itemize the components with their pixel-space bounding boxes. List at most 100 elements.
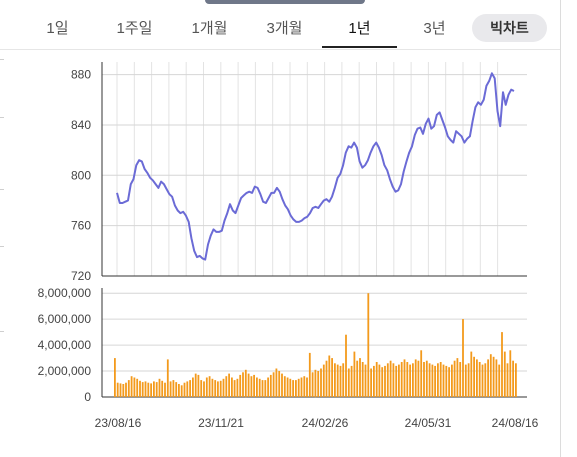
- volume-bar: [325, 360, 328, 397]
- volume-bar: [406, 362, 409, 397]
- volume-bar: [205, 377, 208, 397]
- panel-edge: [560, 0, 561, 457]
- volume-bar: [286, 377, 289, 397]
- price-y-tick-label: 800: [71, 168, 91, 182]
- volume-bar: [214, 380, 217, 397]
- volume-bar: [334, 363, 336, 397]
- volume-bar: [189, 380, 191, 397]
- volume-y-tick-label: 8,000,000: [38, 286, 92, 300]
- tab-1day[interactable]: 1일: [46, 20, 69, 37]
- volume-bar: [233, 380, 236, 397]
- volume-bar: [412, 363, 414, 397]
- volume-bar: [222, 378, 225, 397]
- volume-bar: [373, 365, 375, 397]
- volume-bar: [515, 363, 517, 397]
- volume-bar: [275, 368, 278, 397]
- volume-bar: [219, 380, 222, 397]
- volume-y-tick-label: 6,000,000: [38, 312, 92, 326]
- volume-bar: [331, 358, 333, 397]
- volume-bar: [403, 359, 406, 397]
- volume-bar: [378, 364, 381, 397]
- tab-1week[interactable]: 1주일: [116, 20, 153, 37]
- volume-bar: [155, 382, 158, 397]
- volume-bar: [147, 382, 150, 397]
- volume-bar: [203, 381, 205, 397]
- volume-bar: [473, 356, 475, 397]
- volume-bar: [320, 368, 322, 397]
- volume-bar: [239, 374, 242, 397]
- volume-bar: [300, 377, 303, 397]
- volume-bar: [509, 350, 512, 397]
- x-axis-date-label: 23/11/21: [198, 416, 244, 430]
- volume-bar: [451, 364, 453, 397]
- volume-bar: [409, 364, 411, 397]
- volume-bar: [122, 384, 125, 397]
- volume-bar: [264, 380, 267, 397]
- big-chart-button[interactable]: 빅차트: [472, 14, 547, 42]
- volume-bar: [386, 363, 389, 397]
- volume-bar: [400, 362, 403, 397]
- volume-bar: [278, 371, 281, 397]
- volume-bar: [420, 350, 423, 397]
- volume-bar: [127, 380, 130, 397]
- price-y-tick-label: 840: [71, 118, 91, 132]
- volume-bar: [328, 355, 331, 397]
- price-line: [116, 72, 515, 261]
- volume-bar: [139, 380, 141, 397]
- volume-bar: [381, 367, 384, 397]
- volume-bar: [481, 364, 484, 397]
- x-axis-date-label: 24/05/31: [405, 416, 452, 430]
- volume-bar: [370, 368, 372, 397]
- period-tabs: 1일 1주일 1개월 3개월 1년 3년: [0, 12, 560, 48]
- volume-bar: [119, 383, 122, 397]
- volume-bar: [272, 372, 275, 397]
- volume-bar: [261, 380, 264, 397]
- volume-bar: [503, 351, 506, 397]
- volume-bar: [389, 360, 392, 397]
- volume-bar: [356, 360, 359, 397]
- tab-1year[interactable]: 1년: [348, 20, 371, 37]
- volume-bar: [281, 373, 283, 397]
- volume-bar: [175, 382, 178, 397]
- volume-bar: [470, 351, 473, 397]
- volume-bar: [297, 378, 300, 397]
- volume-bar: [183, 382, 186, 397]
- volume-bar: [144, 381, 147, 397]
- tab-1month[interactable]: 1개월: [191, 20, 228, 37]
- volume-bar: [166, 359, 169, 397]
- volume-bar: [247, 373, 250, 397]
- volume-bar: [487, 359, 489, 397]
- volume-bar: [200, 380, 203, 397]
- volume-bar: [359, 358, 361, 397]
- volume-bar: [125, 382, 127, 397]
- volume-bar: [158, 378, 161, 397]
- tab-3month[interactable]: 3개월: [266, 20, 303, 37]
- volume-bar: [476, 359, 478, 397]
- edge-tick: [0, 189, 4, 190]
- volume-bar: [172, 380, 175, 397]
- volume-bar: [350, 365, 353, 397]
- volume-bar: [467, 363, 470, 397]
- volume-bar: [308, 352, 311, 397]
- volume-bar: [231, 377, 233, 397]
- volume-bar: [295, 380, 297, 397]
- price-y-tick-label: 720: [71, 269, 91, 283]
- volume-bar: [428, 363, 431, 397]
- header-divider: [0, 49, 560, 50]
- volume-bar: [169, 381, 172, 397]
- edge-tick: [0, 246, 4, 247]
- volume-bar: [225, 376, 228, 397]
- edge-tick: [0, 59, 4, 60]
- volume-bar: [417, 360, 420, 397]
- volume-bar: [434, 365, 436, 397]
- volume-bar: [208, 376, 211, 397]
- volume-bar: [267, 377, 269, 397]
- volume-bar: [375, 362, 378, 397]
- volume-bar: [292, 380, 294, 397]
- volume-bar: [456, 358, 459, 397]
- volume-bar: [453, 360, 456, 397]
- volume-bar: [192, 377, 194, 397]
- volume-bar: [306, 377, 308, 397]
- volume-bar: [236, 378, 239, 397]
- tab-3year[interactable]: 3년: [423, 20, 446, 37]
